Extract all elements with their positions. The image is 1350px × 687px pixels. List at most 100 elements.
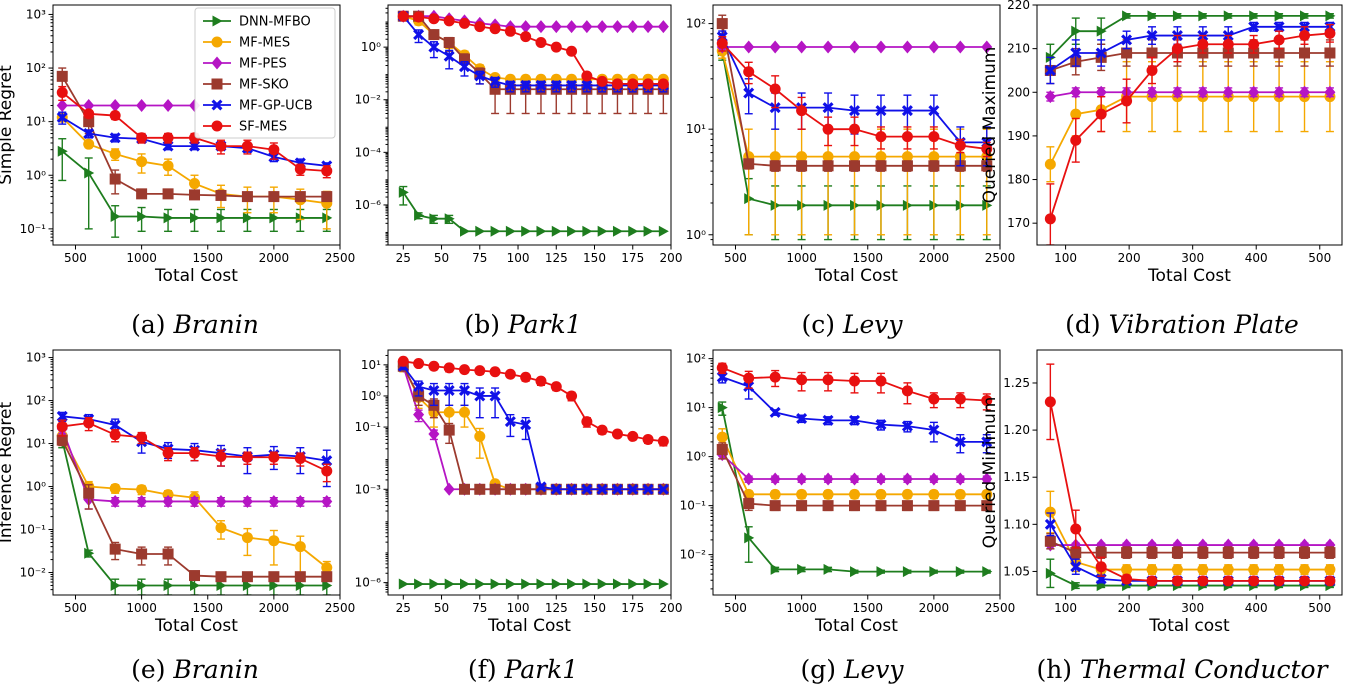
data-point [398,186,409,198]
data-point [489,483,501,495]
data-point [596,75,608,87]
data-point [658,225,669,237]
x-tick-label: 2000 [259,251,290,265]
x-tick-label: 500 [724,251,747,265]
data-point [769,488,781,500]
data-point [982,566,993,578]
data-point [1146,30,1158,42]
data-point [136,132,148,144]
data-point [596,483,608,495]
data-point [413,29,425,41]
y-tick-label: 10³ [26,7,46,21]
data-point [428,13,440,25]
data-point [796,151,808,163]
data-point [849,488,861,500]
data-point [1146,85,1158,99]
data-point [1121,547,1133,559]
series-dnn-mfbo [398,578,669,590]
data-point [743,498,755,510]
data-point [928,472,940,486]
data-point [241,451,253,463]
data-point [849,105,861,117]
data-point [536,578,547,590]
y-tick-label: 10¹ [26,115,46,129]
data-point [611,20,623,34]
x-tick-label: 25 [396,601,411,615]
data-point [268,535,280,547]
y-tick-label: 10² [686,352,706,366]
y-tick-label: 10³ [26,351,46,365]
data-point [981,488,993,500]
y-tick-label: 200 [1007,85,1030,99]
data-point [520,79,532,91]
panel-caption: (a) Branin [131,310,259,339]
data-point [535,79,547,91]
data-point [520,483,532,495]
data-point [822,374,834,386]
data-point [215,494,227,508]
data-point [56,434,68,446]
data-point [322,579,333,591]
data-point [321,165,333,177]
data-point [1045,567,1056,579]
y-tick-label: 10⁰ [361,389,381,403]
x-tick-label: 2000 [919,601,950,615]
data-point [535,481,547,493]
x-axis-label: Total Cost [154,266,238,286]
x-tick-label: 2000 [259,601,290,615]
data-point [1070,547,1082,559]
data-point [954,472,966,486]
series-mf-pes [716,448,993,486]
data-point [458,406,470,418]
data-point [627,78,639,90]
data-point [875,419,887,431]
x-tick-label: 1500 [852,251,883,265]
data-point [1273,547,1285,559]
data-point [56,70,68,82]
legend-marker [212,15,223,27]
data-point [504,25,516,37]
data-point [611,78,623,90]
y-axis-label: Inference Regret [0,402,16,544]
data-point [136,494,148,508]
y-axis-label: Queried Maximum [980,47,1000,204]
y-tick-label: 10⁻⁶ [355,576,382,590]
data-point [136,484,148,496]
data-point [1299,30,1311,42]
data-area [397,355,669,590]
data-point [1121,47,1133,59]
data-point [1044,518,1056,530]
data-point [83,128,95,140]
series-dnn-mfbo [1045,558,1336,592]
data-point [981,500,993,512]
data-point [822,472,834,486]
x-tick-label: 300 [1181,251,1204,265]
y-tick-label: 10¹ [26,437,46,451]
y-tick-label: 220 [1007,0,1030,12]
series-mf-sko [56,67,333,203]
legend-marker [211,99,223,111]
data-point [1273,85,1285,99]
data-point [1171,564,1183,576]
data-area [716,14,993,241]
data-point [1095,85,1107,99]
data-point [797,563,808,575]
data-point [241,571,253,583]
data-point [875,131,887,143]
data-point [413,11,425,23]
data-point [136,431,148,443]
data-point [1274,10,1285,22]
data-point [109,148,121,160]
y-tick-label: 10² [686,17,706,31]
data-point [1044,64,1056,76]
data-point [551,225,562,237]
data-area [56,410,333,595]
data-point [928,160,940,172]
panel-g: 10⁻² 10⁻¹ 10⁰ 10¹ 10² 500 1000 1500 2000 2500 Tota… [680,349,1015,684]
data-point [83,138,95,150]
data-point [928,131,940,143]
data-point [1299,547,1311,559]
data-point [398,578,409,590]
data-point [823,563,834,575]
